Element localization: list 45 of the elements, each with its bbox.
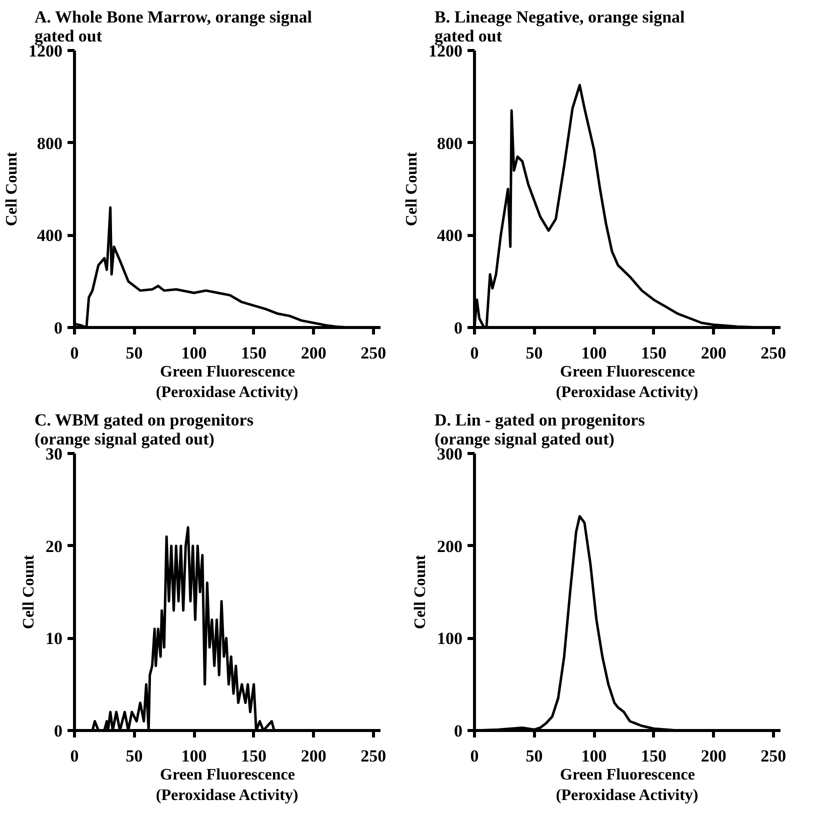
x-tick-label: 150: [641, 746, 667, 766]
x-tick-label: 200: [300, 746, 326, 766]
y-axis-title: Cell Count: [404, 151, 420, 226]
y-tick-label: 0: [454, 722, 462, 740]
y-tick-label: 0: [454, 318, 462, 338]
x-tick-label: 50: [526, 746, 543, 766]
x-tick-label: 150: [241, 746, 267, 766]
x-axis-title: Green Fluorescence (Peroxidase Activity): [556, 766, 698, 804]
x-axis-title: Green Fluorescence (Peroxidase Activity): [556, 364, 698, 401]
x-tick-label: 0: [470, 746, 479, 766]
y-tick-label: 200: [437, 536, 462, 556]
x-tick-label: 200: [700, 344, 726, 362]
x-tick-label: 250: [760, 344, 786, 362]
y-tick-label: 20: [46, 536, 62, 556]
y-tick-label: 400: [37, 226, 62, 246]
x-tick-label: 250: [760, 746, 786, 766]
y-tick-label: 0: [54, 722, 62, 740]
x-tick-label: 250: [360, 746, 386, 766]
x-tick-label: 0: [70, 344, 79, 362]
x-axis-title: Green Fluorescence (Peroxidase Activity): [156, 766, 298, 804]
y-tick-label: 800: [437, 134, 462, 153]
y-tick-label: 10: [46, 629, 62, 648]
y-axis-title: Cell Count: [20, 554, 38, 630]
x-tick-label: 100: [581, 344, 607, 362]
x-tick-label: 0: [70, 746, 79, 766]
x-tick-label: 250: [360, 344, 386, 362]
x-tick-label: 0: [470, 344, 479, 362]
x-tick-label: 150: [241, 344, 267, 362]
y-tick-label: 100: [437, 629, 462, 648]
x-tick-label: 200: [700, 746, 726, 766]
y-tick-label: 400: [437, 226, 462, 246]
y-tick-label: 800: [37, 134, 62, 153]
x-tick-label: 200: [300, 344, 326, 362]
y-tick-label: 0: [54, 318, 62, 338]
x-axis-title: Green Fluorescence (Peroxidase Activity): [156, 364, 298, 401]
chart-title: D. Lin - gated on progenitors (orange signal gated out): [434, 410, 646, 448]
x-tick-label: 50: [126, 746, 143, 766]
y-axis-title: Cell Count: [4, 151, 20, 226]
x-tick-label: 100: [181, 746, 207, 766]
x-tick-label: 100: [181, 344, 207, 362]
x-tick-label: 50: [526, 344, 543, 362]
x-tick-label: 150: [641, 344, 667, 362]
y-axis-title: Cell Count: [412, 554, 429, 630]
x-tick-label: 50: [126, 344, 143, 362]
x-tick-label: 100: [581, 746, 607, 766]
